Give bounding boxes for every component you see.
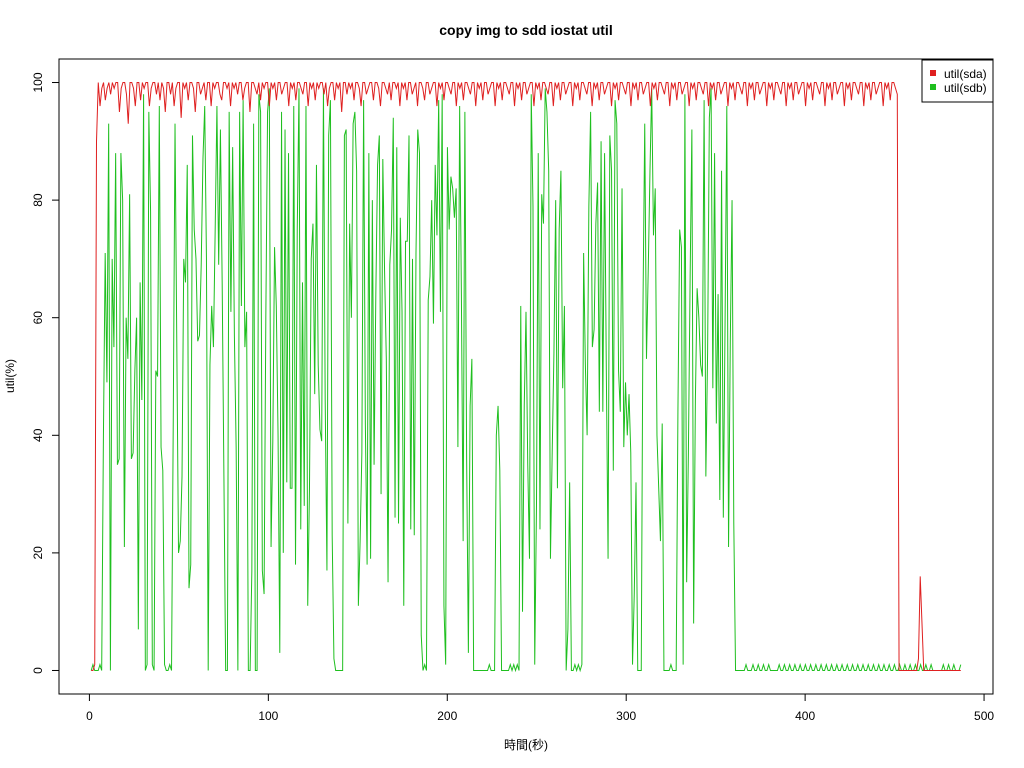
x-tick-label: 100	[258, 709, 278, 723]
legend-swatch-sda	[930, 70, 936, 76]
y-tick-label: 60	[31, 311, 45, 325]
x-axis: 0 100 200 300 400 500	[86, 693, 994, 723]
x-tick-label: 300	[616, 709, 636, 723]
legend-label-sda: util(sda)	[944, 67, 987, 81]
y-tick-label: 100	[31, 72, 45, 92]
x-tick-label: 200	[437, 709, 457, 723]
chart-title: copy img to sdd iostat util	[439, 22, 612, 38]
x-tick-label: 0	[86, 709, 93, 723]
legend-swatch-sdb	[930, 84, 936, 90]
x-tick-label: 400	[795, 709, 815, 723]
y-tick-label: 0	[31, 667, 45, 674]
y-axis-label: util(%)	[3, 359, 17, 393]
legend: util(sda) util(sdb)	[921, 59, 994, 103]
x-axis-label: 時間(秒)	[504, 738, 548, 752]
series-layer	[90, 82, 962, 673]
y-axis: 0 20 40 60 80 100	[31, 72, 60, 674]
y-tick-label: 80	[31, 193, 45, 207]
legend-label-sdb: util(sdb)	[944, 81, 987, 95]
series-line-util-sda-	[91, 82, 961, 671]
series-line-util-sdb-	[90, 88, 962, 673]
legend-box	[921, 59, 994, 103]
x-tick-label: 500	[974, 709, 994, 723]
y-tick-label: 20	[31, 546, 45, 560]
y-tick-label: 40	[31, 428, 45, 442]
